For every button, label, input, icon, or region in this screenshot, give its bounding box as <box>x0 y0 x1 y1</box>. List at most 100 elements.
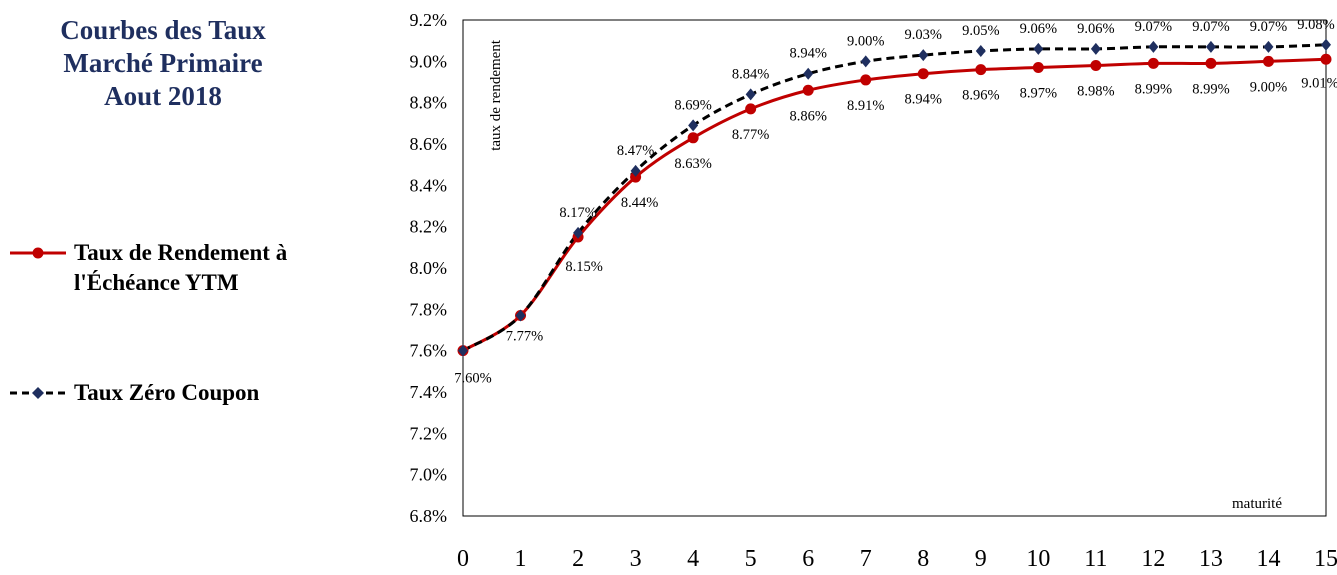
y-tick-label: 7.6% <box>410 341 448 361</box>
title-line-1: Courbes des Taux <box>60 15 266 45</box>
zero-coupon-data-label: 9.03% <box>905 27 942 43</box>
tick-labels: 6.8% 7.0% 7.2% 7.4% 7.6% 7.8% 8.0% 8.2% 8.4% 8.6%… <box>410 10 1337 572</box>
zero-coupon-data-label: 9.07% <box>1192 19 1229 35</box>
ytm-point <box>1205 57 1217 69</box>
zero-coupon-data-label: 8.94% <box>789 46 826 62</box>
zero-coupon-point <box>1321 38 1331 51</box>
ytm-point <box>745 103 757 115</box>
zero-coupon-data-label: 9.07% <box>1135 19 1172 35</box>
ytm-data-label: 8.15% <box>565 259 602 275</box>
zero-coupon-data-label: 8.84% <box>732 66 769 82</box>
title-line-2: Marché Primaire <box>63 48 263 78</box>
ytm-point <box>1147 57 1159 69</box>
ytm-point <box>860 74 872 86</box>
zero-coupon-data-label: 8.69% <box>674 97 711 113</box>
ytm-point <box>802 84 814 96</box>
legend-label-zero-coupon: Taux Zéro Coupon <box>74 380 260 405</box>
ytm-point <box>630 171 642 183</box>
ytm-data-label: 7.77% <box>506 329 543 345</box>
legend-item-zero-coupon[interactable]: Taux Zéro Coupon <box>8 378 259 408</box>
chart-title: Courbes des Taux Marché Primaire Aout 20… <box>18 14 308 113</box>
y-tick-label: 8.8% <box>410 93 448 113</box>
y-tick-label: 9.2% <box>410 10 448 30</box>
x-tick-label: 12 <box>1141 546 1165 572</box>
zero-coupon-point <box>630 164 641 177</box>
ytm-point <box>917 68 929 80</box>
x-axis-label: maturité <box>1232 496 1282 512</box>
ytm-data-label: 8.99% <box>1135 81 1172 97</box>
y-tick-label: 7.2% <box>410 423 448 443</box>
data-labels: 7.60% 7.77% 8.15% 8.44% 8.63% 8.77% 8.86% 8.91%… <box>454 17 1337 387</box>
ytm-point <box>1090 59 1102 71</box>
ytm-data-label: 8.77% <box>732 127 769 143</box>
x-tick-label: 6 <box>802 546 814 572</box>
zero-coupon-point <box>1148 40 1159 53</box>
ytm-data-label: 8.94% <box>905 92 942 108</box>
ytm-data-label: 8.91% <box>847 98 884 114</box>
x-tick-label: 3 <box>630 546 642 572</box>
x-tick-label: 7 <box>860 546 872 572</box>
x-tick-label: 9 <box>975 546 987 572</box>
zero-coupon-point <box>918 49 929 62</box>
x-tick-label: 4 <box>687 546 699 572</box>
x-tick-label: 11 <box>1084 546 1107 572</box>
y-tick-label: 8.6% <box>410 134 448 154</box>
ytm-data-label: 8.86% <box>789 108 826 124</box>
ytm-data-label: 7.60% <box>454 371 491 387</box>
ytm-data-label: 8.97% <box>1020 86 1057 102</box>
ytm-point <box>1032 62 1044 74</box>
ytm-point <box>1262 55 1274 67</box>
zero-coupon-point <box>1090 42 1101 55</box>
x-tick-label: 5 <box>745 546 757 572</box>
zero-coupon-data-label: 9.05% <box>962 23 999 39</box>
zero-coupon-data-label: 9.06% <box>1020 21 1057 37</box>
y-tick-label: 7.0% <box>410 465 448 485</box>
ytm-point <box>975 64 987 76</box>
zero-coupon-point <box>803 67 814 80</box>
ytm-data-label: 8.98% <box>1077 83 1114 99</box>
zero-coupon-point <box>1033 42 1044 55</box>
ytm-data-label: 9.00% <box>1250 79 1287 95</box>
x-tick-label: 14 <box>1256 546 1280 572</box>
x-tick-label: 0 <box>457 546 469 572</box>
title-line-3: Aout 2018 <box>104 81 222 111</box>
ytm-data-label: 8.99% <box>1192 81 1229 97</box>
x-tick-label: 13 <box>1199 546 1223 572</box>
ytm-point <box>1320 53 1332 65</box>
zero-coupon-point <box>688 119 699 132</box>
zero-coupon-data-label: 9.00% <box>847 33 884 49</box>
zero-coupon-point <box>515 309 526 322</box>
zero-coupon-data-label: 9.08% <box>1297 17 1334 33</box>
ytm-data-label: 8.96% <box>962 88 999 104</box>
zero-coupon-data-label: 9.07% <box>1250 19 1287 35</box>
y-tick-label: 9.0% <box>410 51 448 71</box>
x-tick-label: 1 <box>515 546 527 572</box>
ytm-data-label: 8.44% <box>621 195 658 211</box>
zero-coupon-point <box>573 226 584 239</box>
zero-coupon-data-label: 9.06% <box>1077 21 1114 37</box>
series-markers <box>457 38 1332 357</box>
y-tick-label: 8.2% <box>410 217 448 237</box>
zero-coupon-point <box>860 55 871 68</box>
ytm-data-label: 9.01% <box>1301 75 1337 91</box>
y-axis-label: taux de rendement <box>488 39 504 151</box>
legend-item-ytm[interactable]: Taux de Rendement à l'Échéance YTM <box>8 238 287 298</box>
ytm-point <box>687 132 699 144</box>
y-tick-label: 6.8% <box>410 506 448 526</box>
x-tick-label: 2 <box>572 546 584 572</box>
x-tick-label: 15 <box>1314 546 1337 572</box>
zero-coupon-data-label: 8.47% <box>617 143 654 159</box>
ytm-data-label: 8.63% <box>674 156 711 172</box>
legend-zero-coupon-line-icon <box>10 387 66 399</box>
legend-label-ytm: Taux de Rendement à l'Échéance YTM <box>74 240 288 295</box>
zero-coupon-point <box>1263 40 1274 53</box>
zero-coupon-point <box>745 88 756 101</box>
zero-coupon-point <box>458 344 468 357</box>
y-tick-label: 8.4% <box>410 175 448 195</box>
plot-area-frame <box>462 19 1327 517</box>
zero-coupon-data-label: 8.17% <box>559 205 596 221</box>
legend-ytm-line-icon <box>10 247 66 259</box>
x-tick-label: 8 <box>917 546 929 572</box>
y-tick-label: 7.4% <box>410 382 448 402</box>
